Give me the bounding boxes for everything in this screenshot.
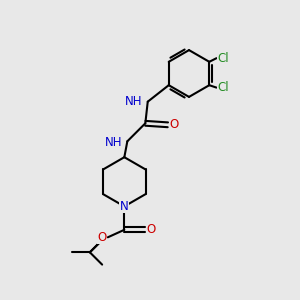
Text: NH: NH xyxy=(105,136,122,149)
Text: Cl: Cl xyxy=(218,81,229,94)
Text: O: O xyxy=(97,231,106,244)
Text: N: N xyxy=(120,200,129,213)
Text: O: O xyxy=(147,223,156,236)
Text: Cl: Cl xyxy=(218,52,229,65)
Text: O: O xyxy=(170,118,179,131)
Text: NH: NH xyxy=(125,94,142,108)
